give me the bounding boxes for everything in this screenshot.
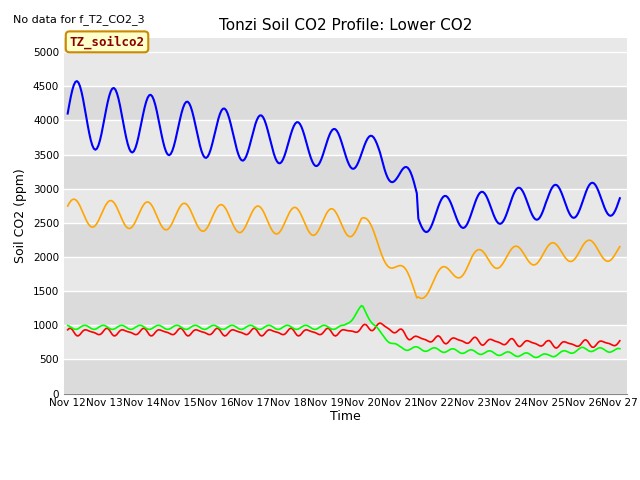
Bar bbox=[64, 360, 627, 394]
Bar bbox=[64, 223, 627, 257]
Text: TZ_soilco2: TZ_soilco2 bbox=[70, 35, 145, 48]
Bar bbox=[64, 291, 627, 325]
Y-axis label: Soil CO2 (ppm): Soil CO2 (ppm) bbox=[14, 168, 28, 264]
X-axis label: Time: Time bbox=[330, 410, 361, 423]
Bar bbox=[64, 155, 627, 189]
Title: Tonzi Soil CO2 Profile: Lower CO2: Tonzi Soil CO2 Profile: Lower CO2 bbox=[219, 18, 472, 33]
Bar bbox=[64, 86, 627, 120]
Legend: Open -8cm, Tree -8cm, Open -16cm, Tree -16cm: Open -8cm, Tree -8cm, Open -16cm, Tree -… bbox=[122, 479, 570, 480]
Text: No data for f_T2_CO2_3: No data for f_T2_CO2_3 bbox=[13, 14, 145, 25]
